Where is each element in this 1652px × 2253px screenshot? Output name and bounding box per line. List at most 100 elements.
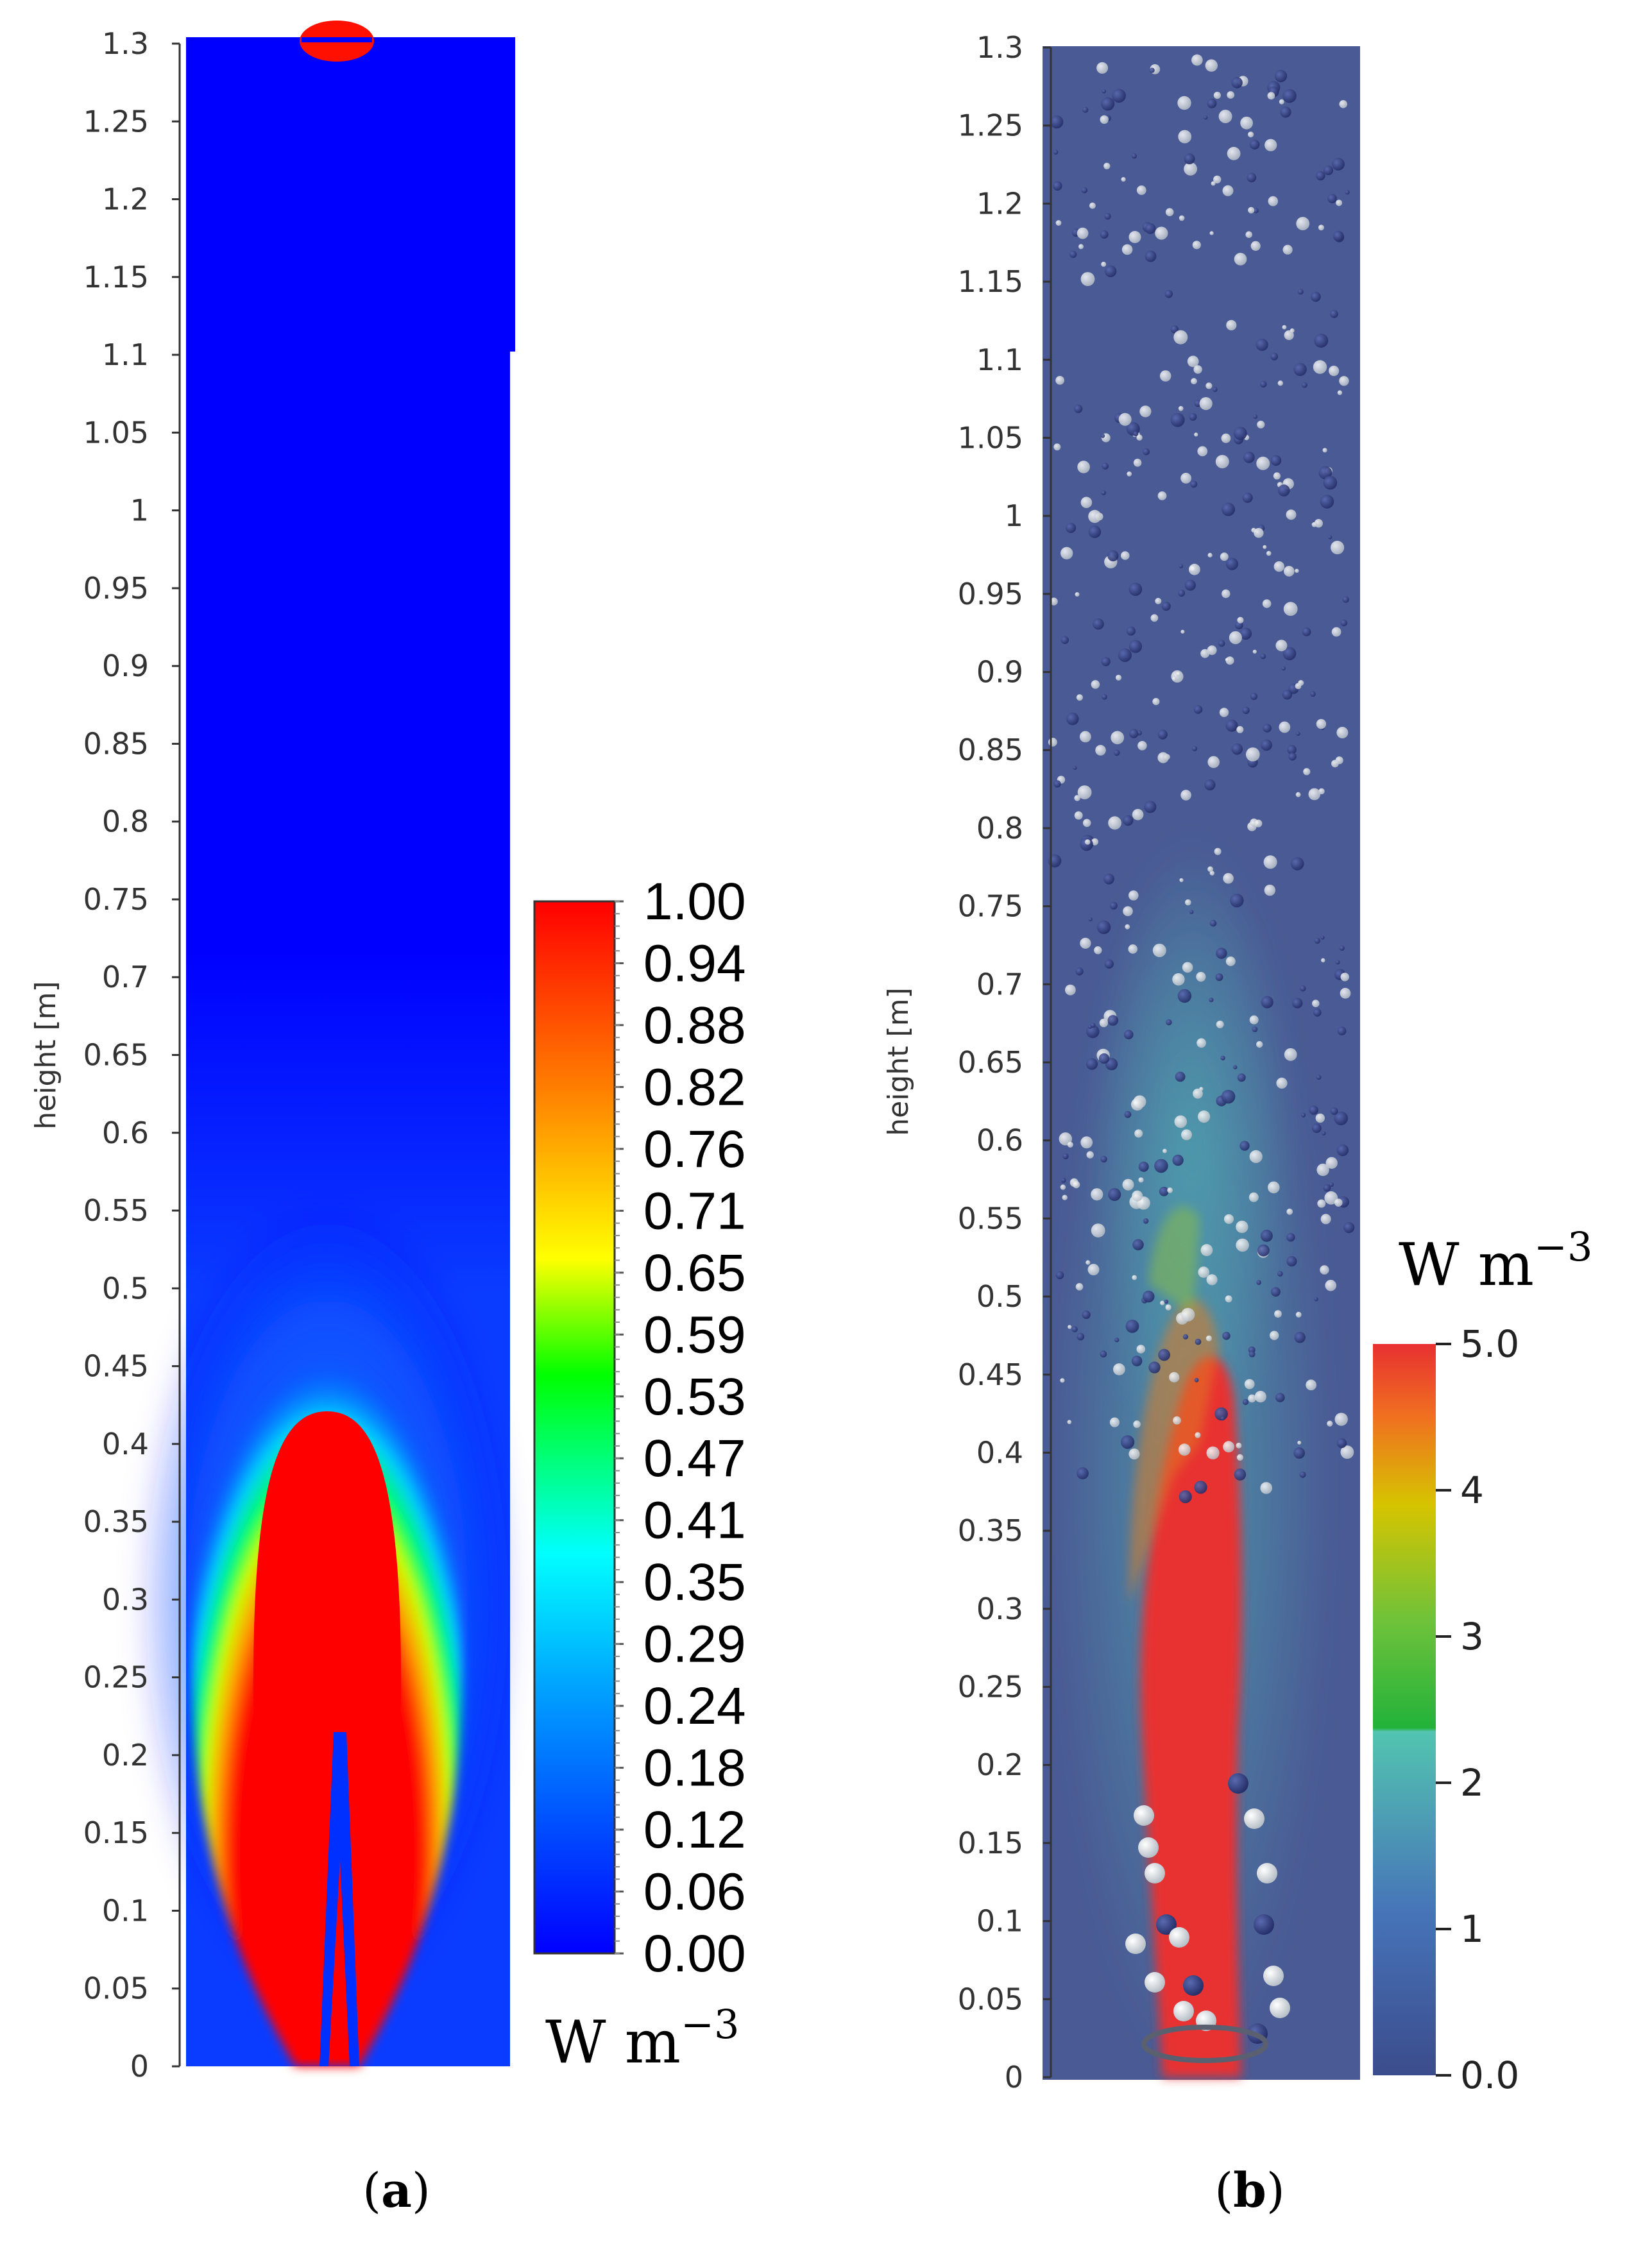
bubble [1173,330,1188,344]
bubble [1184,162,1197,176]
bubble [1294,1332,1306,1343]
bubble [1118,412,1132,426]
bubble [1137,741,1147,751]
bubble [1088,917,1093,922]
bubble [1231,743,1243,755]
bubble [1335,960,1340,965]
bubble [1165,1304,1171,1311]
bubble [1234,253,1247,266]
bubble [1111,731,1125,745]
bubble [1132,809,1144,820]
bubble [1174,1115,1188,1128]
bubble [1254,1391,1266,1403]
bubble [1274,70,1288,83]
y-tick-label: 0 [130,2049,149,2084]
bubble [1172,1154,1184,1166]
bubble [1193,1088,1203,1099]
bubble [1081,187,1088,194]
bubble [1108,816,1121,830]
bubble [1179,1490,1192,1504]
bubble [1128,890,1139,901]
bubble [1086,1058,1098,1070]
bubble [1316,1075,1322,1080]
y-tick-label: 0.55 [83,1193,149,1228]
y-tick-label: 0.45 [958,1357,1023,1392]
bubble [1248,1394,1256,1403]
bubble [1263,724,1272,733]
bubble [1315,1113,1325,1123]
bubble [1207,98,1217,108]
y-tick-label: 1.25 [83,104,149,139]
bubble [1055,220,1062,226]
bubble [1196,972,1206,982]
bubble [1279,721,1291,733]
bubble [1128,231,1141,243]
bubble [1275,640,1288,652]
bubble [1236,726,1244,733]
bubble [1178,405,1184,411]
bubble [1093,618,1104,630]
bubble [1180,629,1185,634]
bubble [1343,1222,1355,1234]
bubble [1133,1420,1141,1428]
bubble [1100,1350,1107,1358]
bubble [1179,215,1185,221]
large-bubble [1263,1966,1284,1986]
bubble [1215,455,1229,469]
bubble [1225,956,1236,966]
y-tick-label: 1.2 [102,182,149,217]
bubble [1248,207,1255,214]
bubble [1288,752,1297,761]
bubble [1270,1331,1279,1340]
bubble [1237,1073,1246,1082]
bubble [1297,1440,1302,1445]
y-tick-label: 0.4 [976,1435,1023,1470]
y-tick-label: 0.8 [976,811,1023,846]
bubble [1144,801,1157,813]
bubble [1053,181,1062,191]
bubble [1222,185,1234,196]
bubble [1248,1192,1259,1202]
bubble [1257,1244,1270,1257]
bubble [1193,365,1202,374]
bubble [1123,1030,1134,1040]
bubble [1145,250,1157,262]
bubble [1340,619,1348,627]
bubble [1250,692,1258,701]
y-tick-label: 0.85 [958,733,1023,767]
bubble [1260,653,1266,659]
bubble [1155,226,1168,240]
bubble [1339,100,1347,108]
bubble [1297,289,1304,295]
bubble [1075,592,1080,597]
bubble [1124,1110,1132,1118]
large-bubble [1156,1914,1177,1935]
bubble [1139,405,1152,418]
bubble [1260,1229,1273,1242]
bubble [1112,89,1126,103]
bubble [1050,597,1058,606]
bubble [1145,223,1156,234]
bubble [1114,1337,1120,1343]
panel-b-colorbar-bar [1373,1344,1436,2075]
bubble [1329,366,1340,377]
colorbar-tick-label: 2 [1460,1761,1484,1805]
bubble [1205,382,1213,389]
bubble [1268,196,1279,207]
bubble [1336,1144,1349,1157]
bubble [1194,1377,1199,1382]
bubble [1087,1264,1100,1276]
bubble [1214,847,1222,855]
bubble [1091,1188,1103,1201]
bubble [1218,110,1232,123]
bubble [1265,139,1277,151]
large-bubble [1244,1808,1265,1829]
bubble [1069,251,1077,259]
bubble [1077,227,1089,239]
bubble [1178,130,1192,144]
bubble [1230,894,1244,908]
bubble [1158,1348,1170,1361]
bubble [1159,370,1171,382]
bubble [1125,924,1130,930]
